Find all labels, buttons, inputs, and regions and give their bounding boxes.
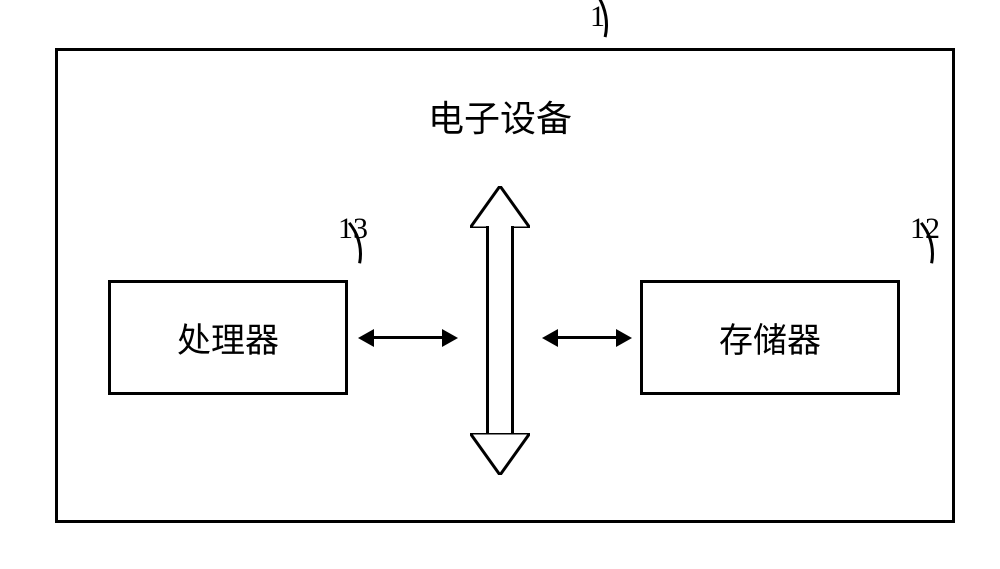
processor-box: 处理器 [108, 280, 348, 395]
connector-bus-memory [556, 336, 618, 339]
ref-processor: 13 [338, 212, 368, 246]
connector-processor-bus [372, 336, 444, 339]
memory-box: 存储器 [640, 280, 900, 395]
memory-label: 存储器 [719, 313, 821, 362]
bus-head-up-icon [470, 186, 530, 228]
processor-label: 处理器 [177, 313, 279, 362]
ref-device: 1 [590, 0, 605, 34]
bus-shaft [486, 226, 514, 435]
bus-head-down-icon [470, 433, 530, 475]
device-title: 电子设备 [0, 90, 1000, 142]
ref-memory: 12 [910, 212, 940, 246]
